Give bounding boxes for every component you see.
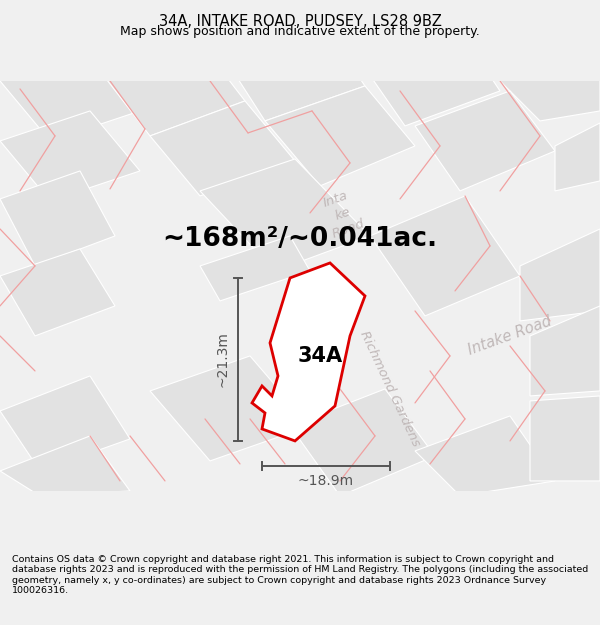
Text: ~168m²/~0.041ac.: ~168m²/~0.041ac. (163, 226, 437, 252)
Polygon shape (360, 31, 500, 126)
Polygon shape (150, 101, 295, 196)
Polygon shape (265, 86, 415, 186)
Text: Intake Road: Intake Road (466, 314, 554, 358)
Polygon shape (370, 196, 520, 316)
Text: ke: ke (334, 205, 353, 222)
Polygon shape (220, 21, 365, 121)
Polygon shape (520, 229, 600, 321)
Polygon shape (0, 171, 115, 266)
Polygon shape (415, 416, 555, 496)
Polygon shape (252, 263, 365, 441)
Polygon shape (150, 356, 310, 461)
Polygon shape (100, 36, 245, 136)
Text: 34A, INTAKE ROAD, PUDSEY, LS28 9BZ: 34A, INTAKE ROAD, PUDSEY, LS28 9BZ (158, 14, 442, 29)
Polygon shape (200, 159, 370, 271)
Polygon shape (290, 389, 435, 496)
Polygon shape (0, 376, 130, 471)
Polygon shape (200, 236, 310, 301)
Polygon shape (530, 396, 600, 481)
Polygon shape (0, 249, 115, 336)
Text: ~21.3m: ~21.3m (216, 331, 230, 388)
Text: 34A: 34A (298, 346, 343, 366)
Polygon shape (530, 306, 600, 396)
Polygon shape (0, 51, 140, 141)
Text: Inta: Inta (321, 189, 349, 209)
Text: Richmond Gardens: Richmond Gardens (358, 329, 422, 449)
Polygon shape (555, 123, 600, 191)
Polygon shape (0, 111, 140, 201)
Text: Map shows position and indicative extent of the property.: Map shows position and indicative extent… (120, 25, 480, 38)
Text: Road: Road (330, 217, 366, 241)
Text: Contains OS data © Crown copyright and database right 2021. This information is : Contains OS data © Crown copyright and d… (12, 555, 588, 595)
Polygon shape (490, 41, 600, 121)
Text: ~18.9m: ~18.9m (298, 474, 354, 488)
Polygon shape (415, 91, 555, 191)
Polygon shape (0, 436, 130, 496)
